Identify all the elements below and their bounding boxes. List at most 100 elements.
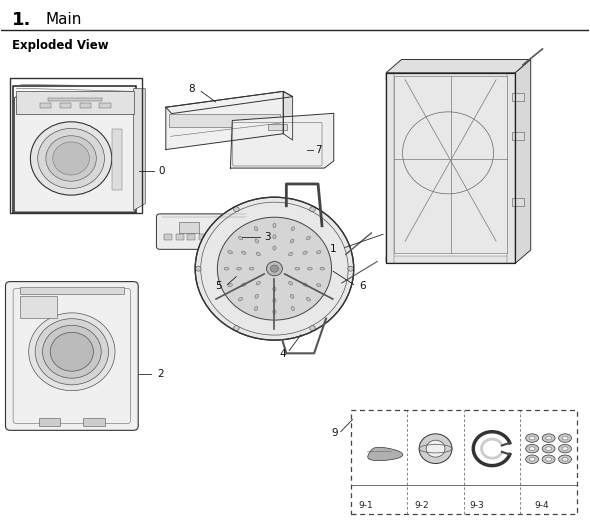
Bar — [386, 256, 515, 263]
Ellipse shape — [290, 294, 294, 298]
FancyBboxPatch shape — [5, 281, 138, 430]
Bar — [39, 418, 60, 426]
Ellipse shape — [306, 236, 310, 240]
Ellipse shape — [238, 236, 242, 240]
Ellipse shape — [526, 455, 539, 463]
Ellipse shape — [291, 306, 294, 311]
Ellipse shape — [255, 294, 258, 298]
Bar — [165, 234, 172, 240]
Ellipse shape — [529, 436, 535, 440]
FancyBboxPatch shape — [156, 214, 251, 250]
Bar — [351, 411, 577, 514]
Ellipse shape — [273, 298, 276, 303]
Ellipse shape — [254, 306, 258, 311]
Ellipse shape — [290, 239, 294, 243]
Text: 7: 7 — [316, 145, 322, 155]
Text: 6: 6 — [359, 281, 366, 291]
Ellipse shape — [295, 267, 300, 270]
Ellipse shape — [542, 455, 555, 463]
Ellipse shape — [228, 251, 232, 254]
Bar — [176, 234, 183, 240]
Circle shape — [310, 207, 315, 212]
Bar — [10, 78, 142, 213]
Ellipse shape — [546, 458, 552, 461]
Ellipse shape — [526, 444, 539, 453]
Ellipse shape — [316, 251, 321, 254]
Ellipse shape — [316, 284, 321, 287]
Bar — [187, 234, 195, 240]
Circle shape — [31, 122, 112, 195]
Circle shape — [38, 128, 104, 188]
Text: 9-1: 9-1 — [358, 501, 373, 510]
Circle shape — [270, 265, 278, 272]
Bar — [112, 129, 122, 190]
Ellipse shape — [238, 297, 242, 301]
Ellipse shape — [237, 267, 241, 270]
Ellipse shape — [224, 267, 229, 270]
Ellipse shape — [256, 252, 260, 256]
Polygon shape — [283, 92, 293, 140]
Ellipse shape — [291, 227, 294, 231]
Ellipse shape — [562, 447, 568, 451]
Ellipse shape — [273, 246, 276, 250]
Bar — [16, 92, 133, 114]
Circle shape — [210, 234, 216, 238]
Text: 4: 4 — [280, 350, 286, 360]
Ellipse shape — [289, 252, 293, 256]
Ellipse shape — [303, 283, 307, 286]
Ellipse shape — [562, 458, 568, 461]
Bar — [20, 287, 124, 294]
Ellipse shape — [542, 434, 555, 442]
Ellipse shape — [249, 267, 254, 270]
Text: Main: Main — [45, 12, 82, 28]
Bar — [512, 94, 524, 102]
Circle shape — [35, 319, 109, 385]
Bar — [268, 123, 287, 130]
Ellipse shape — [526, 434, 539, 442]
Polygon shape — [166, 92, 293, 114]
Circle shape — [217, 217, 332, 320]
Circle shape — [195, 266, 201, 271]
Bar — [512, 198, 524, 206]
Text: 9-4: 9-4 — [535, 501, 549, 510]
Circle shape — [426, 440, 445, 457]
Bar — [394, 76, 507, 253]
Ellipse shape — [529, 447, 535, 451]
Circle shape — [234, 207, 239, 212]
Circle shape — [195, 197, 354, 340]
Bar — [13, 86, 136, 213]
Circle shape — [348, 266, 353, 271]
Circle shape — [29, 313, 115, 390]
Ellipse shape — [546, 447, 552, 451]
Ellipse shape — [307, 267, 312, 270]
Ellipse shape — [256, 281, 260, 285]
Ellipse shape — [228, 284, 232, 287]
Ellipse shape — [241, 283, 246, 286]
Ellipse shape — [241, 251, 246, 254]
FancyBboxPatch shape — [14, 97, 135, 212]
Circle shape — [267, 262, 283, 276]
Text: 1.: 1. — [12, 11, 31, 29]
Circle shape — [222, 234, 227, 238]
Ellipse shape — [320, 267, 325, 270]
Bar — [80, 103, 91, 108]
Polygon shape — [368, 447, 403, 461]
Ellipse shape — [529, 458, 535, 461]
Ellipse shape — [562, 436, 568, 440]
Bar — [179, 222, 199, 233]
Bar — [512, 131, 524, 139]
Ellipse shape — [255, 239, 258, 243]
Bar — [100, 103, 110, 108]
Circle shape — [46, 136, 96, 181]
Ellipse shape — [306, 297, 310, 301]
Text: 2: 2 — [157, 370, 163, 379]
Bar — [20, 296, 57, 318]
Ellipse shape — [273, 223, 276, 228]
Bar — [386, 73, 515, 80]
Ellipse shape — [546, 436, 552, 440]
Text: 8: 8 — [189, 84, 195, 94]
Polygon shape — [133, 89, 145, 211]
Circle shape — [419, 434, 452, 463]
Bar — [40, 103, 51, 108]
Ellipse shape — [273, 310, 276, 314]
